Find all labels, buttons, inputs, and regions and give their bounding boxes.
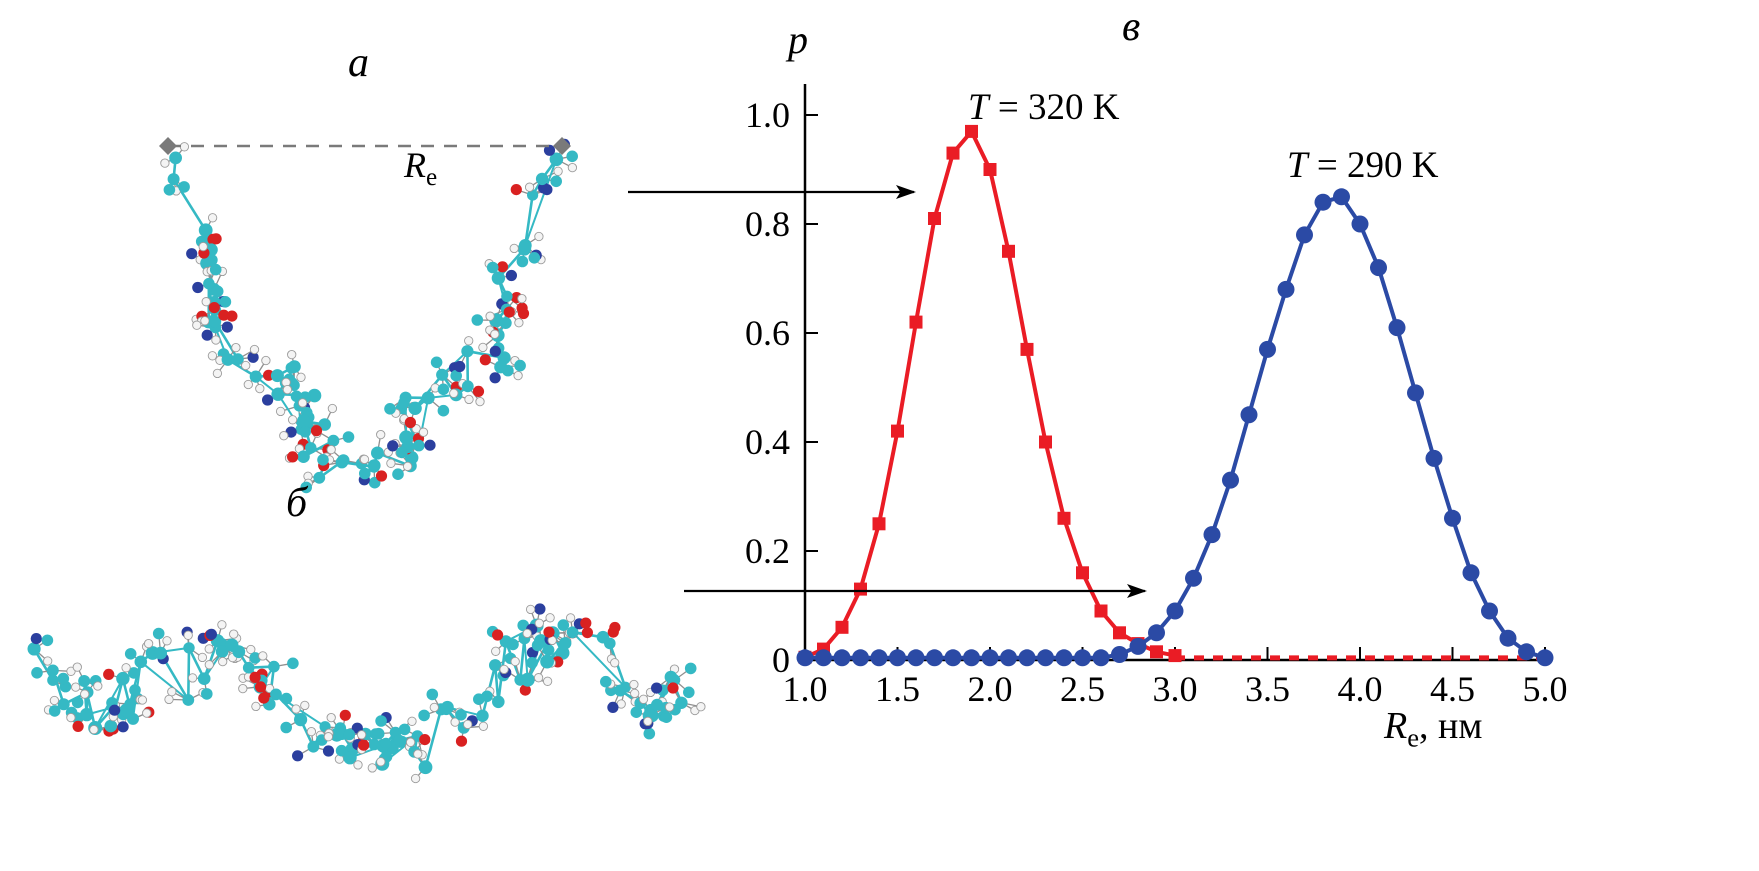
x-tick-label: 4.5 (1430, 669, 1475, 709)
re-distance-label: Re (404, 145, 438, 192)
x-axis-var: R (1384, 705, 1408, 747)
panel-v-text: в (1122, 4, 1141, 50)
panel-b-label: б (286, 480, 307, 526)
x-tick-label: 2.0 (967, 669, 1013, 709)
series-320-curve (798, 124, 1545, 664)
end-to-end-distance-line (159, 137, 571, 155)
re-endpoint-diamond (553, 137, 571, 155)
x-tick-label: 3.5 (1245, 669, 1290, 709)
panel-v-label: в (1122, 4, 1140, 50)
x-axis-sub: e (1407, 722, 1420, 753)
distribution-chart (796, 84, 1554, 667)
y-tick-label: 0.8 (745, 204, 790, 244)
re-var: R (404, 145, 426, 185)
series-290-var: T (1287, 145, 1308, 186)
y-tick-label: 1.0 (745, 95, 790, 135)
y-tick-label: 0.6 (745, 313, 790, 353)
molecule-b-extended (27, 603, 706, 784)
x-tick-label: 2.5 (1060, 669, 1105, 709)
re-endpoint-diamond (159, 137, 177, 155)
y-axis-label: p (788, 18, 808, 62)
annotation-arrows (628, 185, 1147, 598)
y-tick-label: 0 (772, 640, 790, 680)
panel-a-text: а (348, 40, 369, 86)
series-label-290: T = 290 K (1287, 145, 1439, 187)
series-320-rest: = 320 K (988, 87, 1120, 128)
x-tick-label: 5.0 (1522, 669, 1568, 709)
x-tick-label: 3.0 (1152, 669, 1198, 709)
series-label-320: T = 320 K (968, 87, 1120, 129)
molecule-a-collapsed (160, 138, 578, 494)
panel-a-label: а (348, 40, 369, 86)
series-320-var: T (968, 87, 989, 128)
x-tick-label: 4.0 (1337, 669, 1383, 709)
y-axis-var: p (788, 17, 808, 62)
series-290-rest: = 290 K (1307, 145, 1439, 186)
x-axis-label: Re, нм (1384, 705, 1483, 753)
series-290-curve (796, 188, 1554, 667)
y-tick-label: 0.2 (745, 531, 790, 571)
re-sub: e (426, 164, 438, 192)
x-tick-label: 1.5 (875, 669, 920, 709)
panel-b-text: б (286, 480, 308, 526)
x-tick-label: 1.0 (782, 669, 828, 709)
y-tick-label: 0.4 (745, 422, 790, 462)
x-axis-rest: , нм (1419, 705, 1483, 747)
